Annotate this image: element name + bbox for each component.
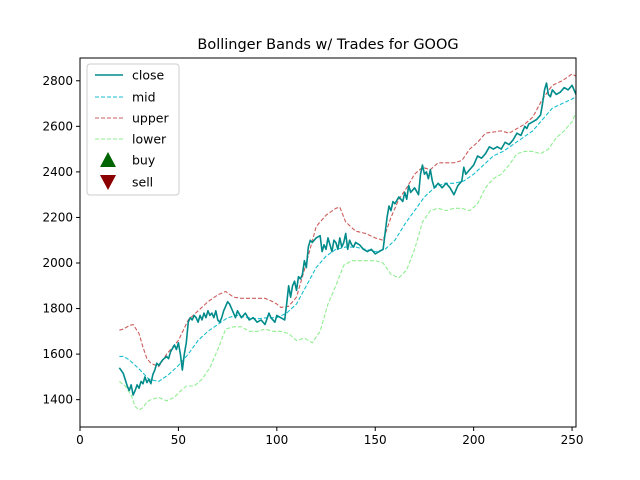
legend-mid-label: mid (132, 90, 156, 105)
legend: close mid upper lower buy sell (86, 63, 180, 196)
x-tick-label: 50 (171, 433, 186, 447)
y-tick-label: 1400 (42, 393, 73, 407)
x-tick-label: 200 (462, 433, 485, 447)
y-tick-label: 2400 (42, 165, 73, 179)
y-tick-label: 2600 (42, 119, 73, 133)
series-layer (118, 73, 576, 411)
legend-buy-marker (100, 152, 116, 167)
y-tick-label: 2000 (42, 256, 73, 270)
axes-layer: 0 50 100 150 200 250 1400 1600 1800 2000 2200 2400 2… (42, 57, 584, 447)
legend-lower-label: lower (132, 132, 167, 147)
legend-upper-label: upper (132, 111, 169, 126)
series-close-line (118, 82, 576, 396)
series-lower-line (119, 112, 576, 411)
plot-frame (79, 57, 577, 428)
legend-sell-label: sell (132, 175, 153, 190)
x-tick-label: 150 (364, 433, 387, 447)
legend-close-label: close (132, 68, 165, 83)
series-mid-line (119, 96, 576, 382)
x-tick-label: 0 (76, 433, 84, 447)
x-tick-label: 100 (265, 433, 288, 447)
legend-sell-marker (100, 175, 116, 190)
y-tick-label: 2200 (42, 210, 73, 224)
legend-buy-label: buy (132, 153, 156, 168)
x-tick-label: 250 (561, 433, 584, 447)
y-tick-label: 1600 (42, 347, 73, 361)
chart-title: Bollinger Bands w/ Trades for GOOG (197, 37, 458, 53)
y-tick-label: 1800 (42, 302, 73, 316)
y-tick-label: 2800 (42, 74, 73, 88)
